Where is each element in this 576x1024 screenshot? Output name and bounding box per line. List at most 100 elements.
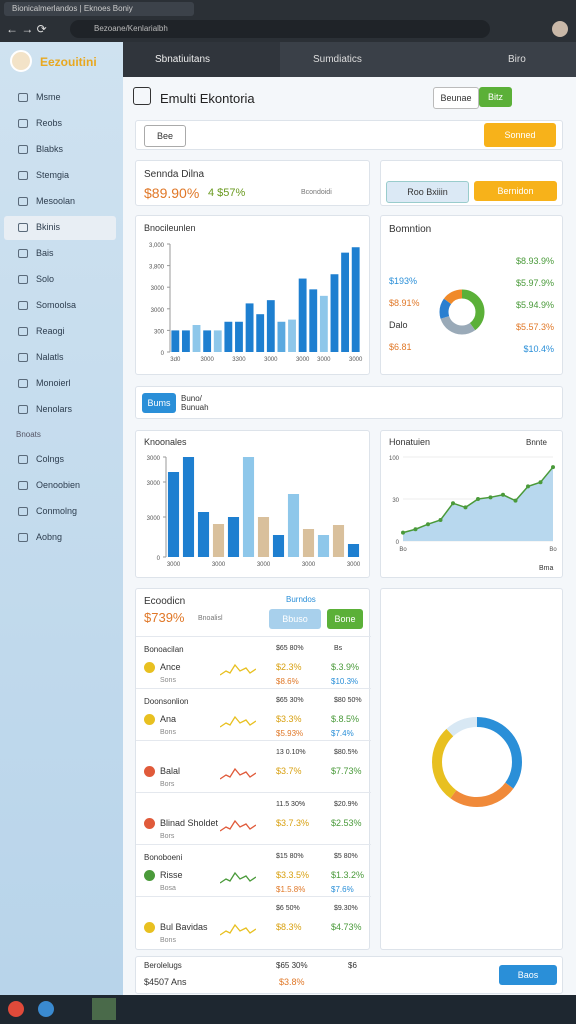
button[interactable]: Bone <box>327 609 363 629</box>
value: $8.93.9% <box>515 256 554 266</box>
row-value: $1.3.2% <box>331 870 365 880</box>
icon <box>144 870 155 881</box>
value: $5.57.3% <box>515 322 554 332</box>
tab[interactable]: Bionicalmerlandos | Eknoes Boniy <box>4 2 194 16</box>
label: $6.81 <box>389 342 412 352</box>
bar <box>351 247 360 352</box>
nav-buttons[interactable]: ← → ⟳ <box>6 22 47 36</box>
row-value: $3.3.5% <box>276 870 310 880</box>
bar <box>298 278 307 352</box>
row-name: Bul Bavidas <box>160 922 208 932</box>
row-name: Balal <box>160 766 181 776</box>
point <box>463 505 468 510</box>
icon <box>144 662 155 673</box>
menu-item[interactable]: Somoolsa <box>18 300 76 311</box>
section-label: Bnoats <box>16 430 41 439</box>
menu-item[interactable]: Colngs <box>18 454 64 465</box>
browser-bar: Bionicalmerlandos | Eknoes Boniy ← → ⟳ B… <box>0 0 576 42</box>
point <box>401 530 405 535</box>
menu-item[interactable]: Solo <box>18 274 55 285</box>
icon <box>144 818 155 829</box>
label: Mesoolan <box>36 196 76 206</box>
y-tick-label: 30 <box>392 498 399 504</box>
button[interactable]: Bernidon <box>474 181 557 201</box>
menu-item[interactable]: Reobs <box>18 118 63 129</box>
row-name: Ana <box>160 714 177 724</box>
button[interactable]: Bums <box>142 393 176 413</box>
taskbar <box>0 995 576 1024</box>
avatar[interactable] <box>552 21 568 37</box>
row-sub: Bosa <box>160 885 176 892</box>
bar <box>256 314 265 352</box>
card-title: Bomntion <box>389 224 432 235</box>
bar <box>330 274 339 352</box>
row-heading: Bonoacilan <box>144 645 184 654</box>
row-value: $2.53% <box>331 818 362 828</box>
sparkline <box>220 871 256 884</box>
bar <box>277 321 286 352</box>
row-value: 11.5 30% <box>276 801 306 808</box>
sparkline <box>220 715 256 728</box>
button[interactable]: Baos <box>499 965 557 985</box>
label: Reobs <box>36 118 63 128</box>
row-value: $80 50% <box>334 697 362 704</box>
bar <box>235 321 243 352</box>
list-row: Bonoboeni $15 80% $5 80% Risse Bosa $3.3.5% $1… <box>136 844 371 901</box>
menu-item[interactable]: Mesoolan <box>18 196 76 207</box>
legend: Burndos <box>286 595 316 604</box>
user[interactable]: Biro <box>508 54 526 65</box>
row-value: $5.93% <box>276 729 304 738</box>
bar <box>192 325 201 352</box>
card-title: Honatuien <box>389 437 431 447</box>
bar-chart-card: Bnocileunlen 0 300 3000 3000 3,800 3,000 3d0 30… <box>135 215 370 375</box>
row-value: $8.6% <box>276 677 299 686</box>
menu-item[interactable]: Monoierl <box>18 378 71 389</box>
bar-chart: 0 3000 3000 3000 3000 3000 3000 3000 3000 <box>147 456 361 568</box>
menu-item[interactable]: Oenoobien <box>18 480 80 491</box>
bar <box>224 321 233 352</box>
tab[interactable]: Sumdiatics <box>313 54 362 65</box>
menu-item[interactable]: Stemgia <box>18 170 69 181</box>
bar <box>309 289 318 352</box>
button[interactable]: Bitz <box>479 87 512 107</box>
row-value: Bs <box>334 645 343 652</box>
point <box>413 527 418 532</box>
bar <box>257 517 270 557</box>
tab[interactable]: Sbnatiuitans <box>155 54 211 65</box>
x-tick-label: 3000 <box>296 357 310 363</box>
bar <box>287 494 300 557</box>
menu-item[interactable]: Nalatls <box>18 352 64 363</box>
x-tick-label: 3000 <box>347 562 361 568</box>
bar <box>182 457 195 557</box>
label: Solo <box>36 274 55 284</box>
url-bar[interactable]: Bezoane/Kenlarialbh <box>70 20 490 38</box>
row-value: $9.30% <box>334 905 358 912</box>
actions-card: Roo Bxiiin Bernidon <box>380 160 563 206</box>
menu-item[interactable]: Bkinis <box>18 222 60 233</box>
menu-item[interactable]: Msme <box>18 92 61 103</box>
button[interactable]: Bbuso <box>269 609 321 629</box>
x-tick-label: 3000 <box>200 357 214 363</box>
menu-item[interactable]: Reaogi <box>18 326 65 337</box>
button[interactable]: Bee <box>144 125 186 147</box>
menu-item[interactable]: Blabks <box>18 144 63 155</box>
point <box>551 465 555 470</box>
list-row: $6 50% $9.30% Bul Bavidas Bons $8.3% $4.73% <box>136 896 371 953</box>
value: $5.97.9% <box>515 278 554 288</box>
menu-item[interactable]: Aobng <box>18 532 62 543</box>
bar <box>266 300 275 352</box>
menu-item[interactable]: Conmolng <box>18 506 77 517</box>
card-title: Sennda Dilna <box>144 169 205 180</box>
row-value: $3.3% <box>276 714 302 724</box>
value: $89.90% <box>144 185 200 201</box>
value: $6 <box>348 961 357 970</box>
button[interactable]: Beunae <box>433 87 479 109</box>
menu-item[interactable]: Bais <box>18 248 54 259</box>
selected-bg <box>4 216 116 240</box>
value: $4507 Ans <box>144 977 187 987</box>
button[interactable]: Roo Bxiiin <box>386 181 469 203</box>
menu-item[interactable]: Nenolars <box>18 404 72 415</box>
button[interactable]: Sonned <box>484 123 556 147</box>
y-tick-label: 3,800 <box>149 265 165 271</box>
donut-segment <box>439 289 485 335</box>
